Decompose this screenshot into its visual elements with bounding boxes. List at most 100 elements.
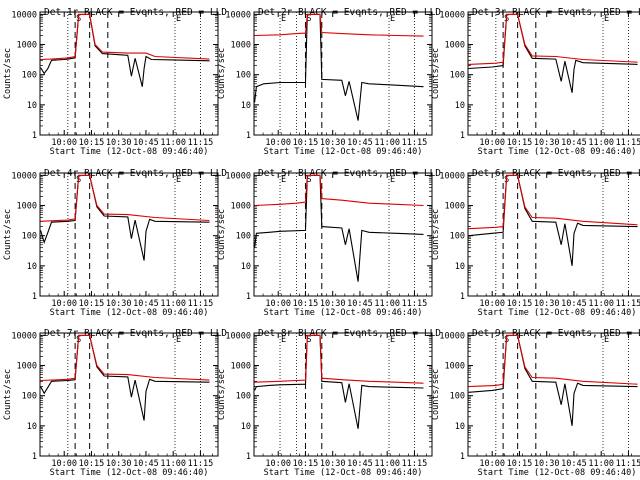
x-axis-label: Start Time (12-Oct-08 09:46:40)	[264, 147, 423, 157]
x-tick-label: 10:45	[561, 138, 587, 148]
x-tick-label: 11:00	[588, 459, 614, 469]
plot-frame	[253, 172, 433, 297]
y-tick-label: 10	[455, 422, 465, 432]
x-tick-label: 10:00	[51, 138, 77, 148]
x-tick-label: 10:00	[479, 459, 505, 469]
events-series-line	[40, 334, 210, 421]
interval-marker-label: S	[306, 175, 311, 185]
interval-marker-label: E	[390, 175, 395, 185]
chart-panel-5: Det 5r BLACK = Events, RED = LLDCounts/s…	[217, 168, 441, 318]
x-tick-label: 10:15	[79, 299, 105, 309]
chart-panel-7: Det 7r BLACK = Events, RED = LLDCounts/s…	[3, 328, 227, 478]
x-tick-label: 11:00	[160, 299, 186, 309]
events-series-line	[468, 13, 638, 93]
x-tick-label: 10:15	[293, 459, 319, 469]
x-tick-label: 10:00	[51, 299, 77, 309]
y-tick-label: 10000	[225, 10, 251, 20]
y-tick-label: 100	[22, 71, 37, 81]
x-tick-label: 11:15	[188, 138, 214, 148]
y-tick-label: 10	[455, 262, 465, 272]
interval-marker-label: E	[604, 175, 609, 185]
interval-marker-label: E	[176, 175, 181, 185]
x-tick-label: 11:15	[402, 299, 428, 309]
lld-series-line	[468, 334, 638, 388]
events-series-line	[254, 13, 424, 121]
lld-series-line	[40, 174, 210, 222]
y-axis-label: Counts/sec	[217, 209, 227, 260]
interval-marker-label: E	[604, 14, 609, 24]
y-tick-label: 1	[460, 131, 465, 141]
y-axis-label: Counts/sec	[217, 48, 227, 99]
y-tick-label: 100	[236, 392, 251, 402]
chart-panel-3: Det 3r BLACK = Events, RED = LLDCounts/s…	[431, 7, 640, 157]
chart-panel-4: Det 4r BLACK = Events, RED = LLDCounts/s…	[3, 168, 227, 318]
y-tick-label: 1	[246, 131, 251, 141]
x-axis-label: Start Time (12-Oct-08 09:46:40)	[50, 468, 209, 478]
y-tick-label: 1000	[445, 41, 465, 51]
x-tick-label: 10:30	[320, 299, 346, 309]
y-axis-label: Counts/sec	[431, 209, 441, 260]
interval-marker-label: E	[281, 335, 286, 345]
events-series-line	[468, 174, 638, 266]
chart-panel-8: Det 8r BLACK = Events, RED = LLDCounts/s…	[217, 328, 441, 478]
y-tick-label: 1	[246, 292, 251, 302]
x-tick-label: 10:00	[265, 299, 291, 309]
y-tick-label: 100	[450, 392, 465, 402]
x-tick-label: 11:15	[402, 459, 428, 469]
x-axis-label: Start Time (12-Oct-08 09:46:40)	[478, 468, 637, 478]
y-tick-label: 1000	[231, 362, 251, 372]
x-tick-label: 10:45	[347, 459, 373, 469]
events-series-line	[40, 13, 210, 87]
x-tick-label: 10:45	[133, 459, 159, 469]
interval-marker-label: E	[176, 14, 181, 24]
y-tick-label: 100	[236, 232, 251, 242]
y-tick-label: 10	[27, 422, 37, 432]
x-tick-label: 11:15	[188, 459, 214, 469]
y-tick-label: 1000	[17, 41, 37, 51]
y-axis-label: Counts/sec	[3, 209, 13, 260]
x-tick-label: 11:00	[374, 138, 400, 148]
y-tick-label: 10000	[11, 171, 37, 181]
lld-series-line	[254, 13, 424, 37]
y-tick-label: 100	[236, 71, 251, 81]
events-series-line	[40, 174, 210, 261]
x-tick-label: 10:30	[534, 299, 560, 309]
chart-panel-1: Det 1r BLACK = Events, RED = LLDCounts/s…	[3, 7, 227, 157]
lld-series-line	[40, 334, 210, 382]
x-tick-label: 11:15	[616, 138, 640, 148]
y-tick-label: 10000	[439, 171, 465, 181]
y-tick-label: 1000	[231, 202, 251, 212]
x-axis-label: Start Time (12-Oct-08 09:46:40)	[264, 308, 423, 318]
y-axis-label: Counts/sec	[3, 369, 13, 420]
chart-panel-2: Det 2r BLACK = Events, RED = LLDCounts/s…	[217, 7, 441, 157]
interval-marker-label: E	[176, 335, 181, 345]
y-tick-label: 100	[450, 232, 465, 242]
chart-panel-9: Det 9r BLACK = Events, RED = LLDCounts/s…	[431, 328, 640, 478]
x-tick-label: 11:15	[616, 459, 640, 469]
interval-marker-label: E	[281, 175, 286, 185]
y-tick-label: 1	[32, 452, 37, 462]
x-tick-label: 11:15	[402, 138, 428, 148]
y-axis-label: Counts/sec	[217, 369, 227, 420]
x-tick-label: 10:30	[106, 459, 132, 469]
plot-frame	[467, 332, 640, 457]
x-tick-label: 11:00	[160, 138, 186, 148]
interval-marker-label: S	[306, 14, 311, 24]
y-tick-label: 1	[32, 292, 37, 302]
x-tick-label: 10:45	[561, 299, 587, 309]
x-tick-label: 10:00	[479, 299, 505, 309]
y-tick-label: 10	[241, 422, 251, 432]
y-tick-label: 10	[27, 262, 37, 272]
x-tick-label: 10:15	[293, 299, 319, 309]
x-tick-label: 10:30	[320, 138, 346, 148]
x-tick-label: 10:45	[133, 138, 159, 148]
lld-series-line	[468, 174, 638, 230]
x-tick-label: 10:45	[347, 138, 373, 148]
y-tick-label: 10000	[439, 331, 465, 341]
x-tick-label: 10:15	[507, 138, 533, 148]
lld-series-line	[254, 334, 424, 384]
x-tick-label: 11:00	[588, 138, 614, 148]
x-tick-label: 10:15	[79, 138, 105, 148]
y-tick-label: 1000	[17, 202, 37, 212]
y-tick-label: 1000	[445, 202, 465, 212]
